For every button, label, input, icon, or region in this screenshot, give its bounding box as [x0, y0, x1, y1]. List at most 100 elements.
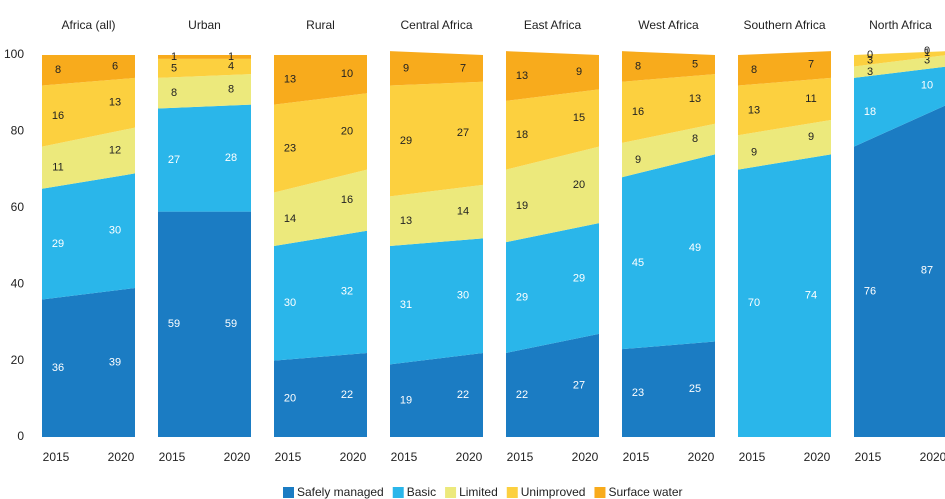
- x-tick-label: 2015: [623, 450, 650, 464]
- data-label: 13: [516, 70, 528, 82]
- legend-swatch: [283, 487, 294, 498]
- data-label: 30: [457, 290, 469, 302]
- data-label: 6: [112, 60, 118, 72]
- data-label: 29: [52, 238, 64, 250]
- area-segment: [506, 223, 599, 353]
- legend-swatch: [594, 487, 606, 498]
- area-segment: [854, 66, 945, 147]
- data-label: 87: [921, 265, 933, 277]
- data-label: 16: [52, 110, 64, 122]
- area-segment: [274, 55, 367, 105]
- area-segment: [42, 288, 135, 437]
- data-label: 29: [573, 272, 585, 284]
- panel-title: East Africa: [524, 18, 582, 32]
- data-label: 13: [689, 93, 701, 105]
- data-label: 30: [109, 225, 121, 237]
- legend-label: Limited: [459, 485, 498, 499]
- legend-label: Surface water: [608, 485, 682, 499]
- area-segment: [854, 51, 945, 55]
- x-tick-label: 2020: [224, 450, 251, 464]
- data-label: 11: [52, 162, 63, 174]
- data-label: 76: [864, 286, 876, 298]
- area-segment: [622, 154, 715, 350]
- y-tick-label: 0: [17, 429, 24, 443]
- data-label: 8: [55, 64, 61, 76]
- panel-title: Urban: [188, 18, 221, 32]
- data-label: 9: [751, 146, 757, 158]
- area-segment: [506, 89, 599, 170]
- data-label: 15: [573, 112, 585, 124]
- data-label: 23: [632, 387, 644, 399]
- area-segment: [738, 119, 831, 170]
- data-label: 3: [924, 55, 930, 67]
- data-label: 1: [924, 47, 930, 59]
- panel-title: Southern Africa: [743, 18, 825, 32]
- x-tick-label: 2015: [739, 450, 766, 464]
- area-segment: [506, 51, 599, 101]
- x-tick-label: 2020: [920, 450, 945, 464]
- data-label: 13: [109, 97, 121, 109]
- y-tick-label: 40: [11, 276, 25, 290]
- data-label: 19: [516, 200, 528, 212]
- x-tick-label: 2020: [340, 450, 367, 464]
- area-segment: [42, 77, 135, 147]
- legend-swatch: [392, 487, 404, 498]
- panel-title: Africa (all): [61, 18, 115, 32]
- data-label: 22: [516, 389, 528, 401]
- data-label: 8: [635, 60, 641, 72]
- data-label: 19: [400, 395, 412, 407]
- data-label: 9: [576, 66, 582, 78]
- x-tick-label: 2020: [572, 450, 599, 464]
- data-label: 22: [341, 389, 353, 401]
- data-label: 49: [689, 242, 701, 254]
- data-label: 12: [109, 144, 121, 156]
- data-label: 20: [341, 125, 353, 137]
- data-label: 0: [924, 45, 930, 57]
- data-label: 8: [228, 83, 234, 95]
- data-label: 27: [573, 379, 585, 391]
- data-label: 16: [341, 194, 353, 206]
- data-label: 3: [867, 66, 873, 78]
- area-segment: [390, 51, 483, 86]
- data-label: 11: [805, 93, 816, 105]
- area-segment: [738, 154, 831, 437]
- area-segment: [42, 55, 135, 86]
- panel-title: North Africa: [869, 18, 932, 32]
- legend-label: Unimproved: [521, 485, 586, 499]
- data-label: 28: [225, 152, 237, 164]
- data-label: 13: [400, 215, 412, 227]
- data-label: 74: [805, 290, 817, 302]
- area-segment: [738, 77, 831, 136]
- area-segment: [274, 352, 367, 437]
- data-label: 3: [867, 55, 873, 67]
- data-label: 14: [457, 206, 469, 218]
- area-segment: [158, 58, 251, 78]
- area-segment: [622, 123, 715, 178]
- legend-label: Basic: [407, 485, 436, 499]
- data-label: 30: [284, 297, 296, 309]
- data-label: 7: [460, 62, 466, 74]
- panel-title: Rural: [306, 18, 335, 32]
- x-tick-label: 2015: [43, 450, 70, 464]
- area-segment: [390, 81, 483, 197]
- data-label: 8: [751, 64, 757, 76]
- data-label: 29: [516, 291, 528, 303]
- data-label: 9: [403, 62, 409, 74]
- data-label: 23: [284, 142, 296, 154]
- area-segment: [854, 105, 945, 437]
- x-tick-label: 2015: [159, 450, 186, 464]
- data-label: 18: [516, 129, 528, 141]
- data-label: 0: [867, 49, 873, 61]
- data-label: 22: [457, 389, 469, 401]
- data-label: 27: [457, 127, 469, 139]
- panel-title: West Africa: [638, 18, 699, 32]
- data-label: 70: [748, 297, 760, 309]
- area-segment: [622, 74, 715, 143]
- area-segment: [854, 51, 945, 67]
- x-tick-label: 2015: [391, 450, 418, 464]
- data-label: 5: [692, 58, 698, 70]
- panel-title: Central Africa: [400, 18, 472, 32]
- data-label: 14: [284, 213, 296, 225]
- legend-swatch: [445, 487, 457, 498]
